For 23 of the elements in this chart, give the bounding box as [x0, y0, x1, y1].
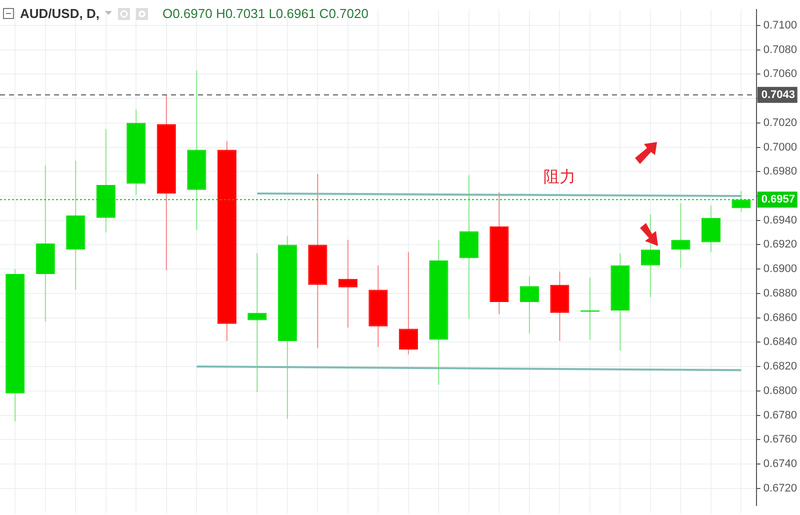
- y-tick-label: 0.6940: [763, 214, 798, 226]
- y-tick-label: 0.6920: [763, 238, 798, 251]
- y-tick-label: 0.6720: [763, 482, 798, 494]
- y-tick-label: 0.6800: [763, 384, 798, 397]
- y-tick-label: 0.6820: [763, 360, 798, 373]
- y-tick-label: 0.6840: [763, 336, 798, 348]
- ref-line-label: 0.6957: [761, 194, 796, 206]
- y-tick-label: 0.6780: [763, 409, 798, 422]
- y-tick-label: 0.6860: [763, 312, 798, 324]
- y-tick-label: 0.6760: [763, 434, 798, 446]
- y-tick-label: 0.7100: [763, 19, 798, 32]
- y-tick-label: 0.6880: [763, 287, 798, 300]
- ref-line-label: 0.7043: [761, 88, 796, 101]
- y-tick-label: 0.7080: [763, 44, 798, 56]
- y-tick-label: 0.6980: [763, 166, 798, 178]
- y-tick-label: 0.7000: [763, 141, 798, 154]
- y-tick-label: 0.7020: [763, 116, 798, 129]
- y-tick-label: 0.7060: [763, 68, 798, 80]
- chart-subtitle: O0.6970 H0.7031 L0.6961 C0.7020: [162, 6, 368, 21]
- y-tick-label: 0.6740: [763, 458, 798, 470]
- annotation: 阻力: [544, 167, 576, 186]
- y-tick-label: 0.6900: [763, 263, 798, 276]
- chart-title: AUD/USD, D,: [20, 6, 100, 21]
